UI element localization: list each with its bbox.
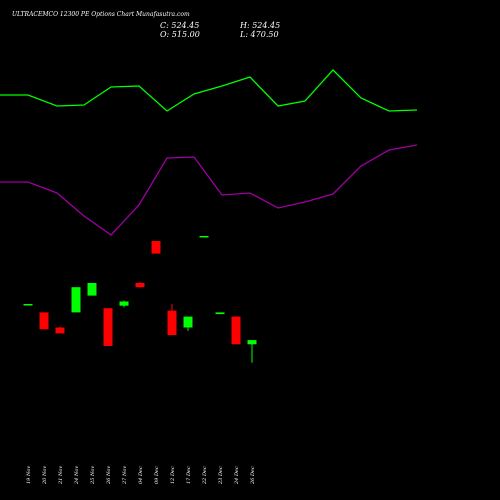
x-tick-label: 27 Nov (122, 466, 128, 485)
candle-body (39, 312, 49, 330)
candles (23, 235, 257, 363)
candle-body (151, 241, 161, 254)
green-indicator-line (0, 69, 418, 112)
x-tick-label: 24 Dec (234, 466, 240, 485)
x-tick-label: 17 Dec (186, 466, 192, 484)
x-tick-label: 22 Dec (202, 466, 208, 485)
low-value: L: 470.50 (239, 30, 279, 39)
candle-21-nov (55, 326, 65, 334)
x-tick-label: 26 Nov (106, 466, 112, 485)
candle-body (231, 316, 241, 345)
candle-body (135, 283, 145, 288)
candle-22-dec (199, 235, 209, 238)
x-tick-label: 20 Nov (42, 466, 48, 485)
candle-body (167, 310, 177, 336)
candle-body (71, 287, 81, 313)
x-tick-label: 23 Dec (218, 466, 224, 485)
x-tick-label: 24 Nov (74, 466, 80, 485)
candle-body (183, 316, 193, 328)
candle-04-dec (135, 282, 145, 288)
x-tick-label: 04 Dec (138, 466, 144, 484)
x-axis: 19 Nov 20 Nov 21 Nov 24 Nov 25 Nov 26 Nov 27 N… (26, 466, 256, 485)
purple-indicator-line (0, 144, 418, 236)
candle-17-dec (183, 316, 193, 331)
indicator-lines (0, 69, 418, 236)
open-value: O: 515.00 (160, 30, 200, 39)
candle-12-dec (167, 304, 177, 336)
x-tick-label: 19 Nov (26, 466, 32, 484)
chart-title: ULTRACEMCO 12300 PE Options Chart Munafa… (12, 11, 190, 18)
candle-26-dec (247, 340, 257, 363)
x-tick-label: 21 Nov (58, 466, 64, 485)
candle-23-dec (215, 312, 225, 315)
candle-body (199, 235, 209, 238)
candle-body (55, 327, 65, 334)
candle-body (103, 308, 113, 346)
candle-body (215, 312, 225, 315)
candle-body (23, 304, 33, 306)
candle-26-nov (103, 308, 113, 346)
x-tick-label: 12 Dec (170, 466, 176, 484)
high-value: H: 524.45 (239, 21, 280, 30)
candle-body (119, 301, 129, 306)
x-tick-label: 26 Dec (250, 466, 256, 485)
x-tick-label: 09 Dec (154, 466, 160, 484)
candle-20-nov (39, 312, 49, 330)
candle-24-dec (231, 316, 241, 345)
candle-24-nov (71, 287, 81, 313)
candle-body (87, 283, 97, 296)
candle-body (247, 340, 257, 345)
x-tick-label: 25 Nov (90, 466, 96, 485)
candle-25-nov (87, 283, 97, 296)
close-value: C: 524.45 (160, 21, 199, 30)
candle-09-dec (151, 241, 161, 254)
candle-27-nov (119, 300, 129, 308)
candle-19-nov (23, 304, 33, 306)
